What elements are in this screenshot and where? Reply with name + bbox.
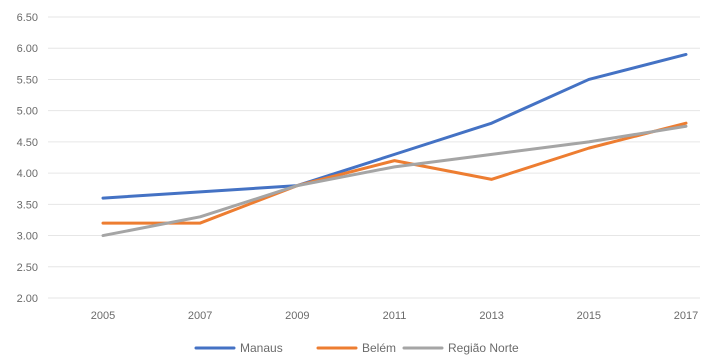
series-lines xyxy=(101,52,688,238)
y-tick-label: 2.50 xyxy=(17,262,38,274)
y-axis-ticks: 2.00 2.50 3.00 3.50 4.00 4.50 5.00 5.50 6.00 6.50 xyxy=(17,12,38,305)
x-tick-label: 2007 xyxy=(188,310,212,322)
x-tick-label: 2017 xyxy=(674,310,698,322)
gridlines xyxy=(48,16,700,299)
legend-label: Manaus xyxy=(240,341,283,355)
x-tick-label: 2013 xyxy=(479,310,503,322)
x-tick-label: 2015 xyxy=(577,310,601,322)
y-tick-label: 4.00 xyxy=(17,168,38,180)
y-tick-label: 2.00 xyxy=(17,293,38,305)
y-tick-label: 4.50 xyxy=(17,137,38,149)
legend-label: Belém xyxy=(362,341,396,355)
x-axis-ticks: 2005 2007 2009 2011 2013 2015 2017 xyxy=(91,310,698,322)
y-tick-label: 3.50 xyxy=(17,199,38,211)
legend-label: Região Norte xyxy=(448,341,519,355)
x-tick-label: 2009 xyxy=(285,310,309,322)
x-tick-label: 2005 xyxy=(91,310,115,322)
y-tick-label: 5.00 xyxy=(17,106,38,118)
y-tick-label: 6.50 xyxy=(17,12,38,24)
y-tick-label: 5.50 xyxy=(17,74,38,86)
series-line-3 xyxy=(101,124,688,238)
x-tick-label: 2011 xyxy=(383,310,407,322)
y-tick-label: 3.00 xyxy=(17,231,38,243)
y-tick-label: 6.00 xyxy=(17,43,38,55)
legend: Manaus Belém Região Norte xyxy=(194,341,519,355)
series-line-1 xyxy=(101,52,688,200)
series-line-2 xyxy=(101,121,688,225)
